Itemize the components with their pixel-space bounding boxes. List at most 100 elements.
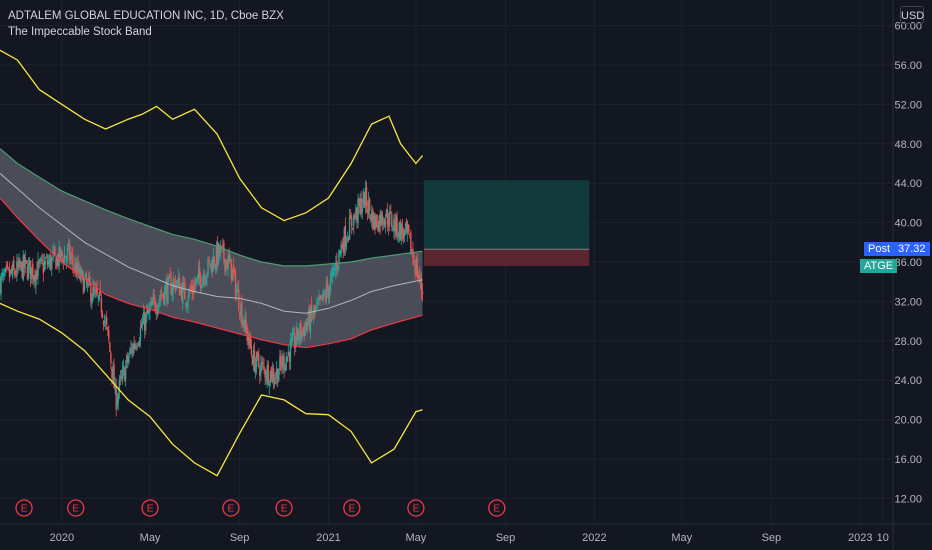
- candle-body: [184, 282, 186, 300]
- earnings-marker-label: E: [228, 504, 235, 515]
- earnings-marker-icon: [275, 499, 293, 517]
- candle-body: [230, 259, 232, 279]
- candle-body: [7, 268, 10, 270]
- currency-button[interactable]: USD: [900, 6, 924, 24]
- candle-body: [36, 269, 38, 280]
- candle-body: [289, 341, 292, 362]
- candle-body: [320, 295, 322, 299]
- candle-body: [10, 269, 13, 273]
- candle-body: [129, 349, 131, 356]
- time-tick-label: Sep: [230, 532, 250, 544]
- candle-body: [324, 294, 326, 299]
- candle-body: [321, 294, 323, 300]
- candle-body: [317, 301, 319, 306]
- candle-body: [378, 216, 380, 232]
- candle-body: [375, 216, 377, 228]
- candle-body: [406, 225, 409, 234]
- candle-body: [187, 300, 189, 307]
- candle-body: [245, 319, 247, 329]
- candle-body: [301, 330, 303, 339]
- candle-body: [213, 258, 216, 266]
- candle-body: [327, 286, 330, 297]
- price-tick-label: 44.00: [894, 178, 922, 190]
- candle-body: [150, 301, 152, 306]
- candle-body: [292, 332, 295, 335]
- candle-body: [92, 286, 94, 301]
- candle-body: [306, 323, 309, 330]
- candle-body: [102, 320, 105, 325]
- candle-body: [329, 278, 332, 292]
- candle-body: [303, 325, 305, 336]
- candle-body: [359, 200, 361, 208]
- candle-body: [278, 372, 280, 382]
- candle-body: [226, 260, 228, 270]
- candle-body: [124, 365, 127, 379]
- candle-body: [415, 260, 417, 275]
- candle-body: [77, 262, 79, 274]
- candle-body: [400, 224, 403, 239]
- candle-body: [405, 220, 408, 232]
- candle-body: [282, 356, 284, 366]
- candle-body: [73, 268, 75, 270]
- candle-body: [59, 247, 61, 261]
- earnings-marker-icon: [67, 499, 85, 517]
- candle-body: [214, 264, 217, 269]
- candle-body: [2, 272, 4, 277]
- symbol-title[interactable]: ADTALEM GLOBAL EDUCATION INC, 1D, Cboe B…: [8, 10, 284, 22]
- candle-body: [248, 334, 250, 345]
- candle-body: [123, 368, 126, 382]
- candle-body: [169, 274, 171, 279]
- band-fill: [0, 148, 423, 348]
- middle-band-line: [0, 173, 423, 314]
- candle-body: [268, 383, 271, 387]
- candle-body: [126, 355, 128, 364]
- candle-body: [168, 275, 170, 278]
- candle-body: [177, 277, 180, 282]
- candle-body: [322, 290, 324, 300]
- candle-body: [103, 320, 106, 323]
- candle-body: [190, 287, 192, 289]
- candle-body: [95, 290, 97, 292]
- candle-body: [55, 257, 57, 270]
- candle-body: [157, 303, 160, 312]
- candle-body: [183, 282, 185, 284]
- candle-body: [107, 327, 109, 330]
- candle-body: [360, 198, 362, 215]
- candle-body: [97, 296, 99, 298]
- candle-body: [91, 298, 93, 305]
- candle-body: [364, 187, 367, 206]
- candle-body: [333, 268, 335, 270]
- candle-body: [128, 357, 130, 363]
- candle-body: [104, 320, 107, 322]
- price-axis[interactable]: 12.00 16.00 20.00 24.00 28.00 32.00 36.00 40.00…: [892, 0, 922, 550]
- candle-body: [223, 243, 225, 260]
- candle-body: [296, 326, 298, 342]
- candle-body: [33, 276, 35, 281]
- time-axis[interactable]: 2020 May Sep 2021 May Sep 2022 May Sep 2023 10: [0, 523, 932, 544]
- candle-body: [404, 223, 407, 227]
- candle-body: [354, 216, 356, 218]
- candle-body: [25, 260, 28, 262]
- candle-body: [262, 362, 264, 364]
- price-tick-label: 56.00: [894, 60, 922, 72]
- candle-body: [133, 343, 135, 348]
- candle-body: [62, 259, 65, 265]
- candle-body: [331, 268, 334, 277]
- candle-body: [16, 261, 18, 277]
- candle-body: [362, 191, 365, 204]
- candle-body: [276, 368, 278, 380]
- candle-body: [394, 221, 396, 233]
- candle-body: [232, 265, 235, 274]
- candle-body: [108, 329, 110, 340]
- candle-body: [118, 379, 121, 392]
- indicator-title[interactable]: The Impeccable Stock Band: [8, 26, 152, 38]
- candle-body: [372, 208, 374, 230]
- candle-body: [224, 259, 226, 271]
- candle-body: [193, 284, 196, 293]
- candle-body: [421, 291, 424, 295]
- candle-body: [242, 321, 244, 327]
- candle-body: [384, 219, 387, 228]
- candle-body: [257, 351, 259, 357]
- candle-body: [403, 229, 406, 237]
